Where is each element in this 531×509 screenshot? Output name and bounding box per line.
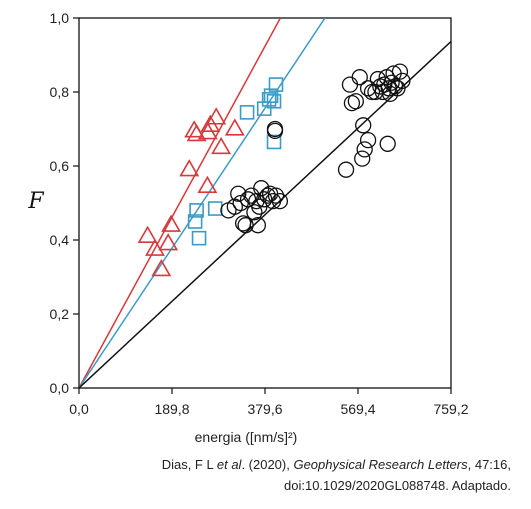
square-marker <box>189 203 204 218</box>
circle-marker <box>354 150 371 167</box>
square-marker <box>266 134 282 150</box>
square-marker <box>207 201 223 216</box>
triangle-marker <box>211 136 232 155</box>
square-marker <box>261 92 277 107</box>
circle-marker <box>376 76 393 93</box>
circle-marker <box>239 191 257 208</box>
circle-marker <box>249 217 266 234</box>
caption-journal: Geophysical Research Letters <box>293 457 468 472</box>
source-caption: Dias, F L et al. (2020), Geophysical Res… <box>111 454 511 496</box>
x-tick-label: 569,4 <box>340 401 375 417</box>
x-tick-label: 379,6 <box>247 401 282 417</box>
circle-marker <box>267 187 285 204</box>
y-tick-label: 0,4 <box>50 232 70 248</box>
circle-marker <box>394 72 411 90</box>
triangle-marker <box>224 118 245 136</box>
x-tick-label: 0,0 <box>69 401 89 417</box>
circle-marker <box>246 204 263 221</box>
triangle-marker <box>161 214 182 232</box>
triangle-marker <box>179 159 200 177</box>
square-marker <box>266 93 282 109</box>
square-marker <box>187 214 203 229</box>
square-marker <box>263 88 279 103</box>
y-tick-label: 1,0 <box>50 10 70 26</box>
caption-year: . (2020), <box>241 457 294 472</box>
fit-line-squares <box>79 18 326 388</box>
square-marker <box>239 105 255 120</box>
fit-line-circles <box>79 40 451 388</box>
triangle-marker <box>186 123 207 142</box>
circle-marker <box>337 161 355 178</box>
circle-marker <box>391 63 409 80</box>
y-tick-label: 0,6 <box>50 158 70 174</box>
triangle-marker <box>206 107 227 125</box>
caption-line-1: Dias, F L et al. (2020), Geophysical Res… <box>111 454 511 475</box>
fit-line-triangles <box>79 18 282 388</box>
circle-marker <box>383 74 400 91</box>
square-marker <box>268 77 284 92</box>
caption-line-2: doi:10.1029/2020GL088748. Adaptado. <box>284 478 511 493</box>
scatter-chart: 0,0 189,8 379,6 569,4 759,2 0,0 0,2 0,4 0,6 0,8 1… <box>27 10 468 445</box>
circle-marker <box>230 185 247 202</box>
x-tick-label: 759,2 <box>433 401 468 417</box>
x-axis-label: energia ([nm/s]²) <box>195 429 298 445</box>
circle-marker <box>351 69 368 86</box>
circle-marker <box>271 192 289 210</box>
circle-marker <box>355 117 372 134</box>
y-tick-label: 0,0 <box>50 380 70 396</box>
triangle-marker <box>158 233 179 251</box>
circle-marker <box>256 191 273 208</box>
circle-marker <box>347 93 364 110</box>
circle-marker <box>341 76 359 93</box>
circle-marker <box>237 217 254 234</box>
y-tick-label: 0,8 <box>50 84 70 100</box>
y-tick-label: 0,2 <box>50 306 70 322</box>
caption-volume: , 47:16, <box>467 457 511 472</box>
square-marker <box>191 230 207 246</box>
circle-marker <box>359 131 377 149</box>
circle-marker <box>266 122 284 140</box>
y-axis-label: F <box>27 189 44 214</box>
circle-marker <box>379 135 396 152</box>
x-tick-label: 189,8 <box>154 401 189 417</box>
caption-author: Dias, F L <box>161 457 217 472</box>
triangle-marker <box>197 175 218 193</box>
circle-marker <box>356 141 373 158</box>
caption-et-al: et al <box>216 457 242 472</box>
triangle-marker <box>151 258 172 277</box>
triangle-marker <box>145 238 165 256</box>
triangle-marker <box>137 225 158 243</box>
